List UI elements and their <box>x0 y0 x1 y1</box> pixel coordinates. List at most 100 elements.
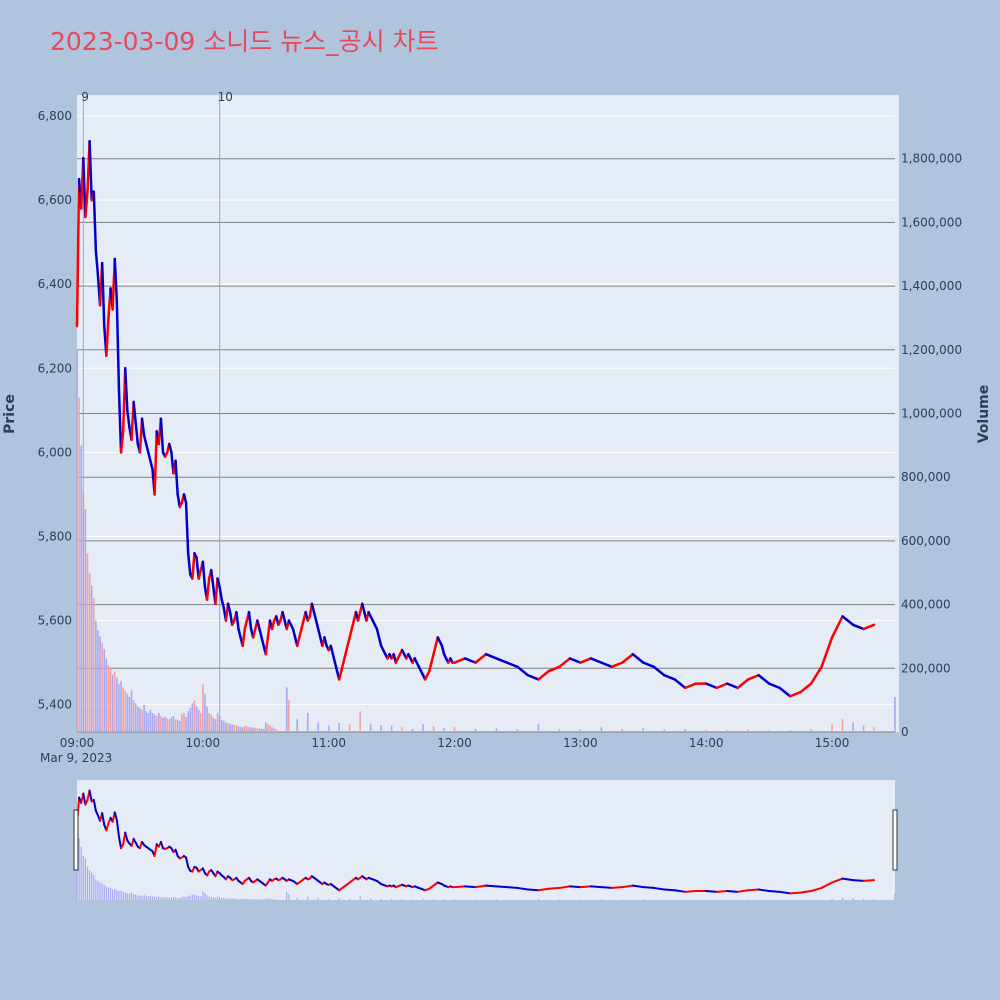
mini-volume-bar <box>432 898 435 900</box>
mini-volume-bar <box>95 879 97 900</box>
mini-volume-bar <box>221 897 223 900</box>
price-segment <box>159 417 165 454</box>
volume-bar <box>225 722 227 732</box>
mini-volume-bar <box>206 895 208 900</box>
price-segment <box>182 493 188 505</box>
volume-bar <box>212 717 215 732</box>
mini-price-segment <box>92 798 97 812</box>
volume-tick-label: 600,000 <box>901 534 951 548</box>
volume-bar <box>84 509 87 732</box>
price-segment <box>235 610 240 631</box>
price-segment <box>642 661 656 669</box>
volume-bar <box>233 724 236 732</box>
mini-volume-bar <box>359 896 361 900</box>
mini-volume-bar <box>204 892 206 900</box>
mini-volume-bar <box>170 897 172 900</box>
price-segment <box>778 686 792 698</box>
mini-volume-bar <box>600 899 602 900</box>
mini-volume-bar <box>114 888 116 900</box>
time-tick-label: 11:00 <box>311 736 346 750</box>
mini-volume-bar <box>139 895 141 900</box>
price-segment <box>251 627 257 639</box>
volume-tick-label: 1,600,000 <box>901 215 962 229</box>
volume-bar <box>120 681 122 732</box>
volume-tick-label: 800,000 <box>901 470 951 484</box>
price-segment <box>331 652 337 664</box>
mini-volume-bar <box>269 898 271 900</box>
mini-volume-bar <box>80 846 82 900</box>
volume-bar <box>246 726 248 732</box>
mini-volume-bar <box>258 899 261 900</box>
volume-bar <box>204 693 206 732</box>
mini-volume-bar <box>208 896 210 900</box>
price-segment <box>84 190 89 219</box>
mini-volume-bar <box>474 899 477 900</box>
price-segment <box>123 367 129 412</box>
mini-volume-bar <box>147 896 149 900</box>
volume-bar <box>516 729 519 732</box>
volume-bar <box>78 397 80 732</box>
price-segment <box>144 442 150 454</box>
time-tick-label: 12:00 <box>437 736 472 750</box>
mini-volume-bar <box>124 892 126 900</box>
mini-price-segment <box>537 887 550 892</box>
price-segment <box>314 619 320 631</box>
mini-price-segment <box>705 890 718 893</box>
mini-price-segment <box>88 789 93 803</box>
mini-price-segment <box>547 886 561 890</box>
volume-bar <box>422 724 424 732</box>
volume-bar <box>103 649 106 732</box>
price-segment <box>176 493 182 509</box>
mini-volume-bar <box>263 899 265 900</box>
mini-price-segment <box>185 856 190 868</box>
mini-volume-bar <box>684 899 686 900</box>
price-tick-label: 5,600 <box>38 614 72 628</box>
volume-bar <box>128 696 131 732</box>
price-tick-label: 6,600 <box>38 193 72 207</box>
mini-volume-bar <box>248 899 250 900</box>
mini-volume-bar <box>160 897 162 900</box>
price-segment <box>220 598 226 610</box>
volume-bar <box>241 727 244 732</box>
volume-bar <box>208 712 210 732</box>
mini-price-segment <box>621 884 634 889</box>
volume-bar <box>141 709 143 732</box>
price-segment <box>316 627 322 639</box>
volume-tick-label: 200,000 <box>901 661 951 675</box>
price-segment <box>558 657 572 669</box>
volume-bar <box>231 724 234 732</box>
mini-price-segment <box>663 888 676 892</box>
price-tick-label: 6,200 <box>38 361 72 375</box>
price-segment <box>191 552 196 580</box>
mini-volume-bar <box>151 896 154 900</box>
volume-bar <box>401 727 403 732</box>
mini-volume-bar <box>156 897 158 900</box>
price-segment <box>350 619 356 631</box>
mini-price-segment <box>684 890 697 893</box>
mini-price-segment <box>495 885 508 889</box>
range-slider[interactable] <box>77 780 895 900</box>
volume-bar <box>170 717 173 732</box>
price-segment <box>88 140 93 202</box>
mini-volume-bar <box>391 898 393 900</box>
mini-price-segment <box>810 886 823 893</box>
mini-volume-bar <box>149 895 152 900</box>
price-segment <box>201 560 207 589</box>
mini-volume-bar <box>233 898 235 900</box>
range-slider-right-handle[interactable] <box>892 809 898 871</box>
mini-volume-bar <box>286 891 288 900</box>
mini-volume-bar <box>242 899 244 900</box>
volume-bar <box>197 709 200 732</box>
volume-bar <box>189 708 192 732</box>
range-slider-left-handle[interactable] <box>73 809 79 871</box>
mini-price-segment <box>600 886 613 889</box>
price-segment <box>600 661 614 669</box>
volume-bar <box>193 700 196 732</box>
mini-volume-bar <box>495 899 498 900</box>
volume-bar <box>432 726 435 732</box>
price-segment <box>841 615 855 627</box>
mini-volume-bar <box>256 899 258 900</box>
volume-bar <box>116 677 118 732</box>
volume-bar <box>158 712 160 732</box>
